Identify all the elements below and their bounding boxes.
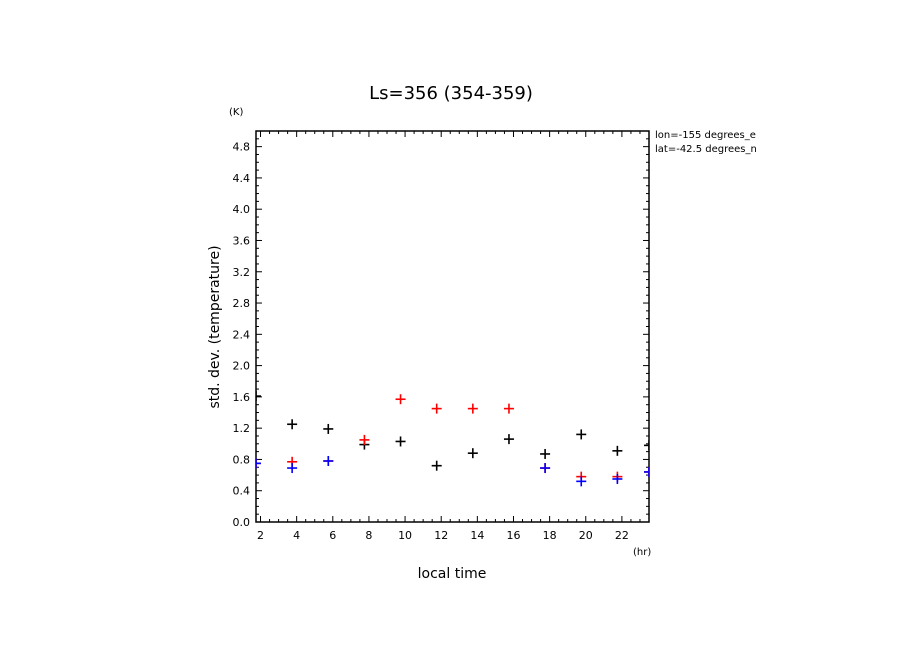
y-tick-label: 0.0 — [233, 516, 251, 529]
x-tick-label: 10 — [398, 529, 412, 542]
x-tick-label: 16 — [506, 529, 520, 542]
data-point — [540, 463, 551, 474]
data-point — [644, 466, 649, 477]
data-point — [540, 448, 551, 459]
data-point — [503, 434, 514, 445]
x-tick-label: 2 — [257, 529, 264, 542]
axis-ticks: 0.0 0.4 0.8 1.2 1.6 2.0 2.4 2.8 3.2 3.6 4.0 4.4 4.8 2… — [233, 130, 650, 542]
data-point — [576, 429, 587, 440]
x-tick-label: 22 — [615, 529, 629, 542]
y-tick-label: 4.0 — [233, 203, 251, 216]
data-point — [395, 394, 406, 405]
data-point — [431, 460, 442, 471]
annotation-lat: lat=-42.5 degrees_n — [655, 144, 757, 155]
y-tick-label: 3.6 — [233, 234, 251, 247]
x-tick-label: 18 — [543, 529, 557, 542]
data-point — [612, 473, 623, 484]
x-tick-label: 20 — [579, 529, 593, 542]
x-axis-label: local time — [418, 566, 487, 582]
data-point — [576, 476, 587, 487]
data-point — [612, 445, 623, 456]
data-point — [359, 434, 370, 445]
y-tick-label: 1.6 — [233, 391, 251, 404]
x-tick-label: 8 — [365, 529, 372, 542]
plot-frame — [255, 130, 650, 523]
data-point — [256, 391, 261, 402]
data-point — [644, 440, 649, 451]
data-point — [395, 436, 406, 447]
annotation-lon: lon=-155 degrees_e — [655, 130, 756, 141]
y-tick-label: 0.8 — [233, 453, 251, 466]
y-tick-label: 2.8 — [233, 297, 251, 310]
x-unit-label: (hr) — [633, 547, 651, 558]
data-markers — [256, 391, 649, 487]
data-point — [287, 463, 298, 474]
data-point — [323, 456, 334, 467]
data-point — [503, 403, 514, 414]
data-point — [256, 458, 261, 469]
data-point — [467, 403, 478, 414]
y-tick-label: 0.4 — [233, 485, 251, 498]
x-tick-label: 14 — [470, 529, 484, 542]
y-tick-label: 2.4 — [233, 328, 251, 341]
y-tick-label: 2.0 — [233, 360, 251, 373]
y-axis-label: std. dev. (temperature) — [207, 245, 223, 408]
y-tick-label: 1.2 — [233, 422, 251, 435]
data-point — [467, 448, 478, 459]
data-point — [323, 423, 334, 434]
chart-title: Ls=356 (354-359) — [369, 83, 533, 104]
y-tick-label: 4.8 — [233, 141, 251, 154]
x-tick-label: 6 — [329, 529, 336, 542]
y-unit-label: (K) — [229, 107, 243, 118]
data-point — [431, 403, 442, 414]
data-point — [287, 419, 298, 430]
y-tick-label: 4.4 — [233, 172, 251, 185]
y-tick-label: 3.2 — [233, 266, 251, 279]
x-tick-label: 12 — [434, 529, 448, 542]
x-tick-label: 4 — [293, 529, 300, 542]
